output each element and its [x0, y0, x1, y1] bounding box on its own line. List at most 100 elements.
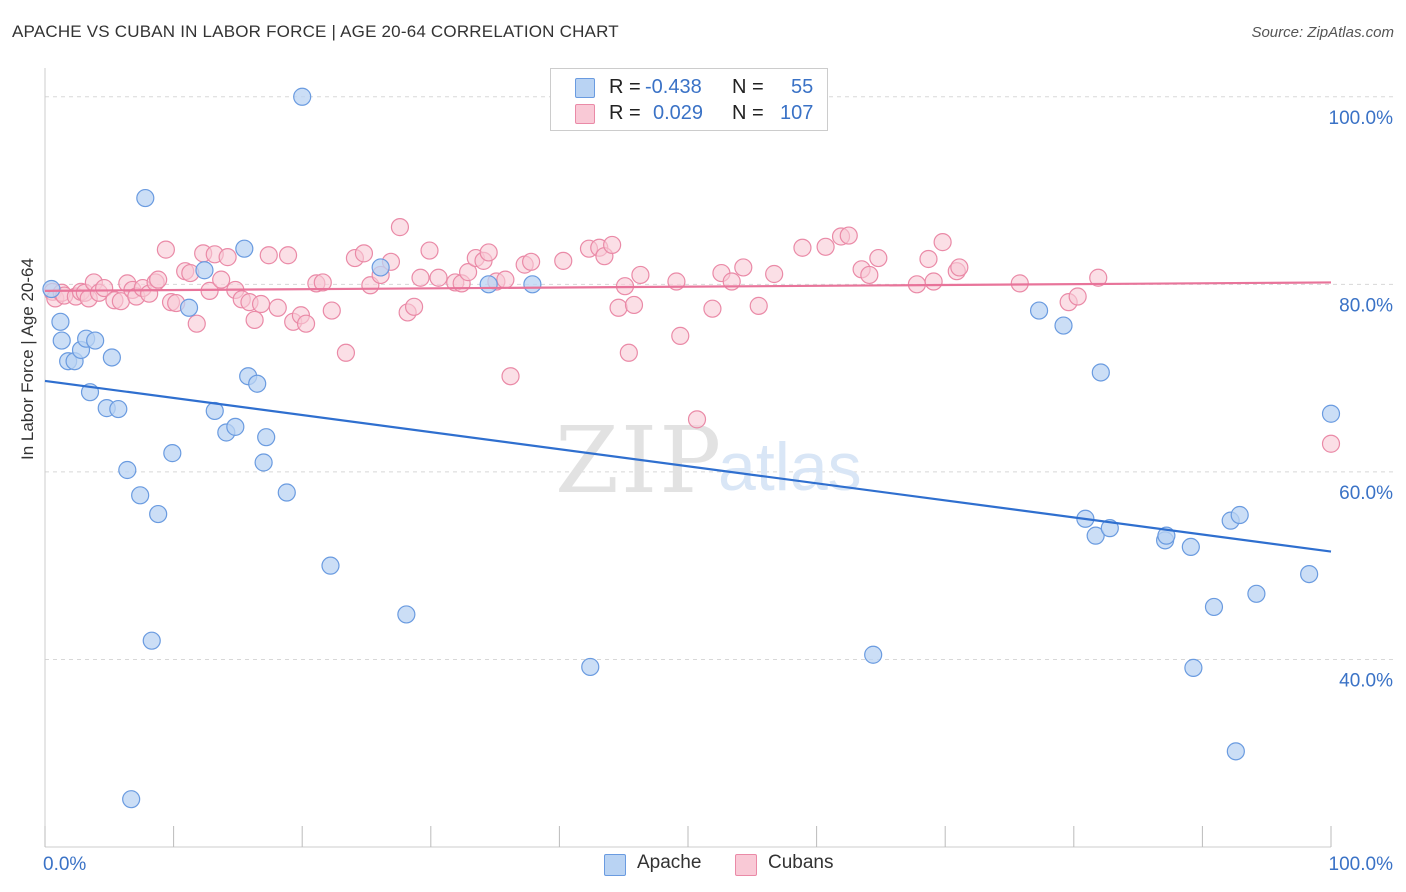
apache-point: [1300, 564, 1319, 584]
watermark: ZIP atlas: [555, 407, 862, 514]
cubans-point: [501, 367, 520, 386]
cubans-points: [43, 218, 1341, 453]
apache-point: [1204, 597, 1224, 617]
bottom-cubans-swatch: [735, 854, 757, 876]
cubans-point: [411, 268, 430, 287]
trend-layer: [44, 281, 1332, 553]
y-tick-label: 100.0%: [1329, 108, 1394, 129]
watermark-atlas: atlas: [718, 429, 862, 505]
apache-point: [1247, 584, 1266, 603]
cubans-point: [933, 233, 952, 252]
apache-point: [371, 258, 390, 277]
cubans-point: [420, 241, 439, 260]
apache-point: [118, 460, 137, 480]
bottom-apache-swatch: [604, 854, 626, 876]
apache-n-label: N =: [732, 76, 764, 98]
cubans-point: [554, 251, 573, 270]
cubans-point: [251, 294, 271, 314]
cubans-point: [603, 235, 622, 255]
cubans-n-value: 107: [780, 102, 814, 124]
cubans-point: [404, 297, 424, 316]
apache-swatch: [575, 78, 595, 98]
correlation-legend: R = -0.438 N = 55 R = 0.029 N = 107: [550, 68, 828, 131]
apache-point: [1226, 742, 1245, 761]
cubans-point: [687, 410, 707, 429]
cubans-point: [609, 298, 628, 317]
apache-point: [864, 645, 883, 664]
apache-point: [1029, 301, 1049, 320]
apache-r-label: R =: [609, 76, 641, 98]
cubans-point: [619, 343, 638, 362]
apache-point: [195, 261, 214, 280]
apache-point: [235, 239, 254, 258]
apache-point: [277, 483, 296, 502]
cubans-point: [624, 295, 644, 315]
apache-point: [86, 331, 105, 350]
cubans-swatch: [575, 104, 595, 124]
apache-point: [51, 312, 70, 331]
apache-point: [1184, 658, 1203, 677]
cubans-point: [313, 273, 332, 292]
apache-point: [149, 504, 168, 524]
cubans-point: [869, 248, 888, 268]
apache-point: [109, 399, 128, 419]
cubans-point: [496, 270, 515, 289]
source-label: Source: ZipAtlas.com: [1251, 24, 1394, 41]
cubans-point: [322, 301, 341, 320]
cubans-point: [919, 249, 938, 269]
apache-point: [163, 444, 182, 463]
cubans-point: [522, 252, 541, 271]
apache-point: [226, 417, 245, 436]
cubans-point: [458, 263, 478, 282]
apache-n-value: 55: [791, 76, 814, 98]
cubans-point: [259, 246, 278, 265]
apache-point: [293, 87, 312, 106]
cubans-point: [734, 258, 753, 277]
cubans-point: [268, 298, 287, 317]
apache-point: [1321, 404, 1341, 423]
cubans-point: [703, 299, 722, 318]
cubans-point: [631, 265, 650, 285]
cubans-point: [1089, 268, 1108, 287]
apache-point: [397, 605, 416, 624]
cubans-point: [839, 226, 858, 245]
cubans-point: [278, 246, 298, 265]
apache-point: [102, 348, 121, 367]
apache-point: [179, 298, 199, 317]
apache-point: [52, 331, 71, 350]
cubans-point: [187, 314, 206, 333]
apache-r-value: -0.438: [645, 76, 702, 98]
cubans-point: [479, 243, 498, 262]
cubans-point: [95, 278, 114, 298]
axis-layer: [44, 68, 1332, 848]
cubans-n-label: N =: [732, 102, 764, 124]
apache-point: [1054, 316, 1073, 335]
apache-point: [479, 275, 498, 294]
cubans-point: [156, 240, 175, 259]
cubans-point: [390, 218, 410, 237]
y-tick-label: 80.0%: [1339, 295, 1393, 316]
apache-point: [321, 556, 340, 575]
cubans-trend-line: [44, 281, 1332, 292]
cubans-point: [816, 237, 835, 256]
cubans-point: [218, 248, 237, 267]
cubans-point: [793, 238, 812, 257]
y-tick-label: 60.0%: [1339, 483, 1393, 504]
cubans-point: [245, 310, 264, 330]
cubans-point: [1068, 287, 1087, 306]
x-tick-label: 0.0%: [43, 854, 86, 875]
apache-point: [1181, 537, 1200, 557]
apache-point: [523, 275, 542, 294]
apache-point: [122, 790, 141, 809]
y-axis-label: In Labor Force | Age 20-64: [18, 258, 37, 460]
apache-points: [42, 87, 1341, 809]
cubans-point: [354, 244, 374, 263]
tick-label-layer: 100.0% 80.0% 60.0% 40.0% 0.0% 100.0%: [43, 108, 1393, 875]
apache-trend-line: [44, 379, 1332, 553]
apache-point: [1230, 505, 1249, 525]
apache-point: [136, 188, 155, 208]
cubans-point: [149, 270, 168, 289]
apache-point: [42, 279, 61, 299]
cubans-point: [860, 265, 879, 285]
